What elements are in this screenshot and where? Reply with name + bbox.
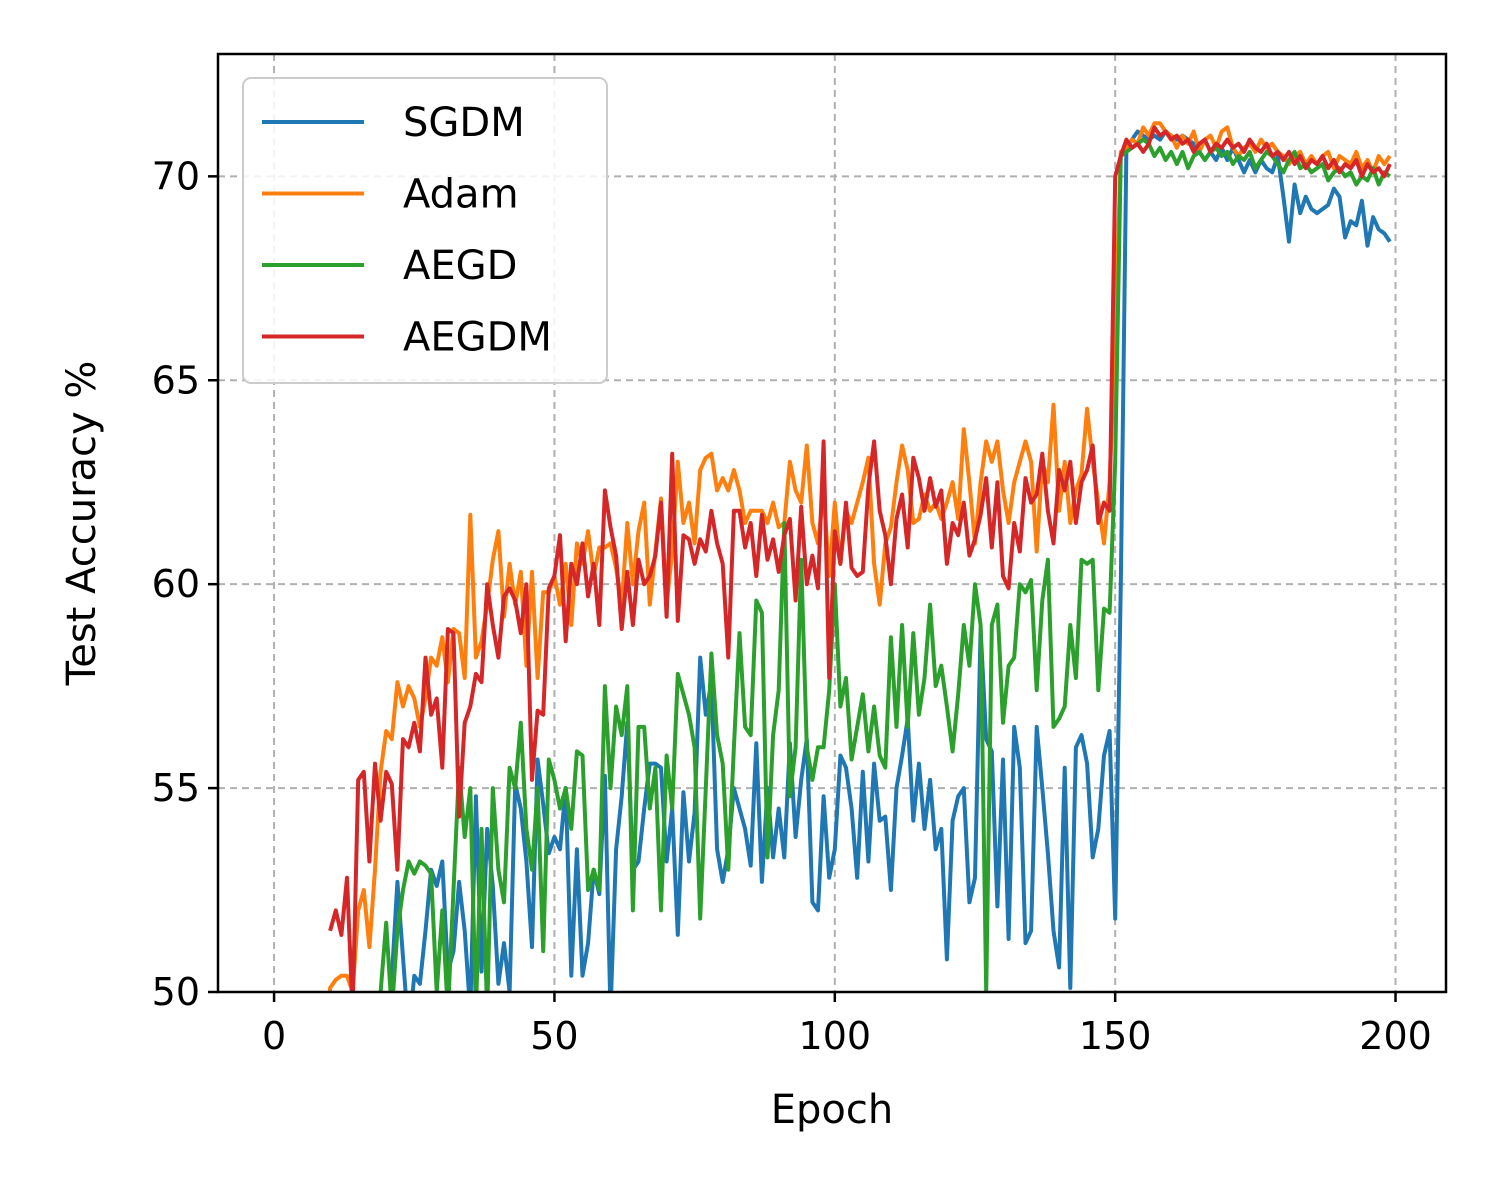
series-line-adam [327, 121, 1392, 992]
series-line-aegdm [328, 125, 1392, 992]
x-axis-label: Epoch [771, 1087, 893, 1133]
series-lines [327, 121, 1392, 992]
y-tick-label: 60 [152, 562, 200, 606]
series-line-aegd [378, 137, 1392, 992]
legend-label-sgdm: SGDM [403, 100, 525, 146]
legend: SGDM Adam AEGD AEGDM [242, 77, 608, 384]
legend-box [242, 77, 608, 384]
y-tick-label: 70 [152, 154, 200, 198]
x-tick-label: 0 [262, 1014, 286, 1058]
legend-label-aegdm: AEGDM [403, 315, 552, 361]
plot-frame [216, 52, 1448, 994]
x-tick-label: 200 [1359, 1014, 1432, 1058]
legend-label-adam: Adam [403, 172, 519, 218]
y-tick-label: 55 [152, 766, 200, 810]
axis-ticks: 0 50 100 150 200 50 55 60 65 70 [152, 154, 1432, 1058]
x-tick-label: 50 [530, 1014, 578, 1058]
y-axis-label: Test Accuracy % [59, 361, 105, 687]
y-tick-label: 50 [152, 970, 200, 1014]
x-tick-label: 100 [799, 1014, 872, 1058]
y-tick-label: 65 [152, 358, 200, 402]
legend-label-aegd: AEGD [403, 243, 517, 289]
x-tick-label: 150 [1079, 1014, 1152, 1058]
